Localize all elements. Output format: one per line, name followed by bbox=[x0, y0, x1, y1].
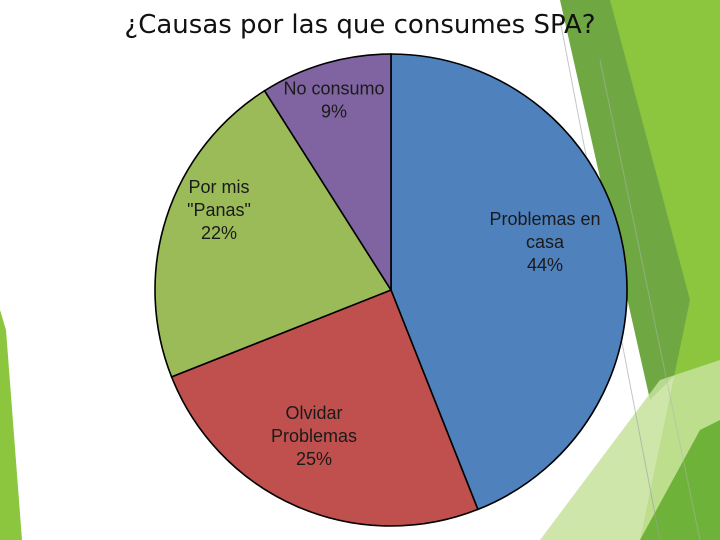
slice-label-line: No consumo bbox=[283, 79, 384, 99]
slice-label-line: 44% bbox=[527, 255, 563, 275]
chart-title: ¿Causas por las que consumes SPA? bbox=[124, 10, 596, 40]
slice-label-line: 25% bbox=[296, 449, 332, 469]
pie-slice-1 bbox=[390, 53, 628, 511]
slice-label-4: No consumo 9% bbox=[283, 79, 384, 122]
slice-label-line: casa bbox=[526, 232, 565, 252]
decor-thin-line-2 bbox=[599, 59, 701, 540]
pie-labels: Problemas en casa 44% Olvidar Problemas 25% Po… bbox=[187, 79, 600, 470]
slice-label-line: Problemas en bbox=[489, 209, 600, 229]
decor-green-band-bottom bbox=[640, 420, 720, 540]
pie-slice-2 bbox=[170, 288, 479, 527]
slice-label-line: Olvidar bbox=[285, 403, 342, 423]
slice-label-1: Problemas en casa 44% bbox=[489, 209, 600, 275]
slice-label-line: "Panas" bbox=[187, 200, 251, 220]
slice-label-3: Por mis "Panas" 22% bbox=[187, 177, 251, 243]
pie-slice-4 bbox=[263, 53, 392, 293]
slice-label-line: 9% bbox=[321, 102, 347, 122]
slice-label-2: Olvidar Problemas 25% bbox=[271, 403, 357, 469]
pie-slices bbox=[154, 53, 628, 527]
slice-label-line: Problemas bbox=[271, 426, 357, 446]
decor-left-strip bbox=[0, 310, 22, 540]
slice-label-line: 22% bbox=[201, 223, 237, 243]
pie-slice-3 bbox=[154, 89, 393, 378]
slice-label-line: Por mis bbox=[188, 177, 249, 197]
